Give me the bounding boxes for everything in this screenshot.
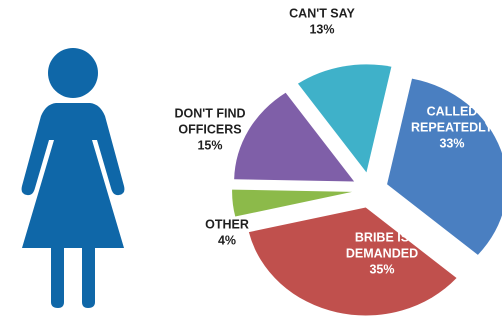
slice-category-label-0: CALLED: [427, 104, 478, 118]
slice-category-label-4: CAN'T SAY: [289, 6, 355, 20]
slice-category-label-1: DEMANDED: [346, 246, 418, 260]
slice-category-label-1: BRIBE IS: [355, 230, 409, 244]
slice-category-label-3: DON'T FIND: [174, 106, 245, 120]
pie-slice-2: [232, 190, 352, 217]
pie-slice-1: [249, 207, 457, 315]
slice-value-label-1: 35%: [369, 262, 394, 276]
slice-value-label-3: 15%: [197, 138, 222, 152]
slice-category-label-3: OFFICERS: [178, 122, 241, 136]
slice-category-label-2: OTHER: [205, 217, 249, 231]
slice-value-label-2: 4%: [218, 233, 236, 247]
slice-value-label-0: 33%: [439, 136, 464, 150]
slice-value-label-4: 13%: [309, 22, 334, 36]
slice-category-label-0: REPEATEDLY: [411, 120, 494, 134]
